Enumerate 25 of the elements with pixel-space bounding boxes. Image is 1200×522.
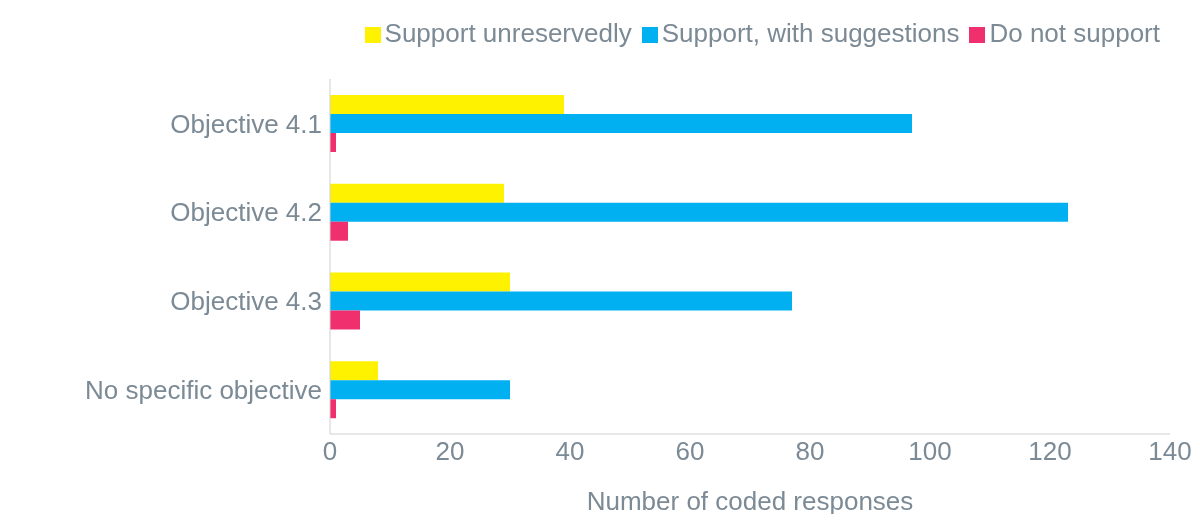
bar: [330, 380, 510, 400]
x-tick-label: 100: [908, 436, 952, 467]
x-tick-label: 60: [675, 436, 705, 467]
x-tick-label: 80: [795, 436, 825, 467]
y-tick-label: Objective 4.2: [170, 197, 322, 228]
legend-label: Do not support: [989, 18, 1160, 48]
x-tick-label: 140: [1148, 436, 1192, 467]
y-tick-label: No specific objective: [85, 374, 322, 405]
bar: [330, 291, 792, 311]
bar: [330, 272, 510, 292]
x-tick-label: 20: [435, 436, 465, 467]
x-tick-label: 40: [555, 436, 585, 467]
bar: [330, 221, 348, 241]
bar: [330, 94, 564, 114]
legend-label: Support, with suggestions: [661, 18, 960, 48]
x-tick-label: 120: [1028, 436, 1072, 467]
x-tick-label: 0: [322, 436, 338, 467]
bar: [330, 202, 1068, 222]
bar: [330, 361, 378, 381]
legend-label: Support unreservedly: [384, 18, 632, 48]
y-tick-label: Objective 4.3: [170, 286, 322, 317]
bar: [330, 183, 504, 203]
bar: [330, 113, 912, 133]
bar: [330, 310, 360, 330]
y-tick-label: Objective 4.1: [170, 108, 322, 139]
